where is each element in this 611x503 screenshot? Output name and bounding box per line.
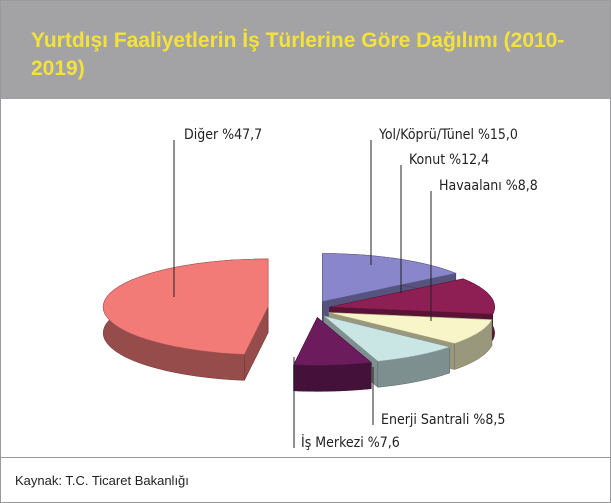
data-label: Diğer %47,7 — [184, 127, 262, 143]
slice-top — [293, 316, 373, 366]
label-category: Yol/Köprü/Tünel — [378, 127, 474, 143]
source: Kaynak: T.C. Ticaret Bakanlığı — [15, 473, 189, 488]
data-label: Yol/Köprü/Tünel %15,0 — [378, 127, 518, 143]
label-category: İş Merkezi — [301, 433, 364, 451]
chart-title: Yurtdışı Faaliyetlerin İş Türlerine Göre… — [31, 29, 565, 80]
label-value: %47,7 — [222, 127, 262, 143]
label-category: Enerji Santrali — [381, 412, 469, 428]
label-value: %15,0 — [478, 127, 518, 143]
slice-top — [322, 253, 457, 302]
data-label: Konut %12,4 — [409, 152, 489, 168]
slice-top — [102, 258, 269, 355]
data-label: İş Merkezi %7,6 — [301, 433, 400, 451]
slice — [293, 316, 373, 392]
footer-rule — [1, 457, 610, 458]
data-label: Havaalanı %8,8 — [439, 178, 538, 194]
slice-top — [323, 315, 451, 362]
chart: Diğer %47,7 Yol/Köprü/Tünel %15,0 Konut %12,4… — [102, 127, 538, 451]
label-category: Konut — [409, 152, 445, 168]
label-category: Diğer — [184, 127, 219, 143]
slice — [102, 258, 269, 381]
slice-side — [293, 362, 372, 392]
label-value: %8,8 — [506, 178, 538, 194]
label-value: %7,6 — [368, 435, 400, 451]
data-label: Enerji Santrali %8,5 — [381, 412, 505, 428]
label-value: %8,5 — [473, 412, 505, 428]
header — [1, 1, 610, 99]
label-value: %12,4 — [449, 152, 489, 168]
slice-top — [329, 278, 495, 315]
label-category: Havaalanı — [439, 178, 502, 194]
slice-top — [328, 312, 493, 344]
